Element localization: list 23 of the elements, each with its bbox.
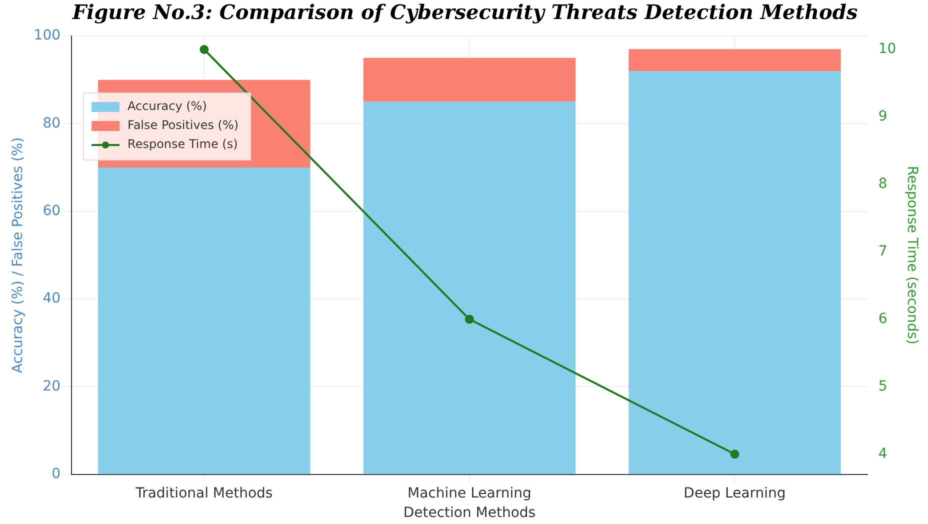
x-tick-label: Deep Learning [684,485,786,502]
y2-tick-label: 9 [878,108,888,125]
legend-label: Response Time (s) [128,137,238,152]
legend-label: Accuracy (%) [128,99,207,114]
y-tick-label: 60 [42,203,61,219]
y-tick-label: 40 [42,290,61,307]
y-tick-label: 80 [42,115,61,132]
y2-axis-title: Response Time (seconds) [904,166,920,344]
y-tick-label: 100 [34,28,61,44]
y-tick-label: 20 [42,378,61,394]
y2-tick-label: 5 [878,378,888,394]
x-tick-label: Traditional Methods [134,485,273,502]
y2-tick-label: 4 [878,446,888,462]
y-axis-title: Accuracy (%) / False Positives (%) [10,137,26,374]
x-axis-title: Detection Methods [403,505,536,522]
x-tick-label: Machine Learning [408,485,532,502]
chart-title: Figure No.3: Comparison of Cybersecurity Threats Detection Methods [71,0,858,24]
y2-tick-label: 7 [878,243,888,260]
legend-label: False Positives (%) [128,118,239,132]
y-tick-label: 0 [52,466,61,482]
y2-tick-label: 6 [878,310,888,327]
y2-tick-label: 8 [878,176,888,192]
y2-tick-label: 10 [878,41,896,58]
